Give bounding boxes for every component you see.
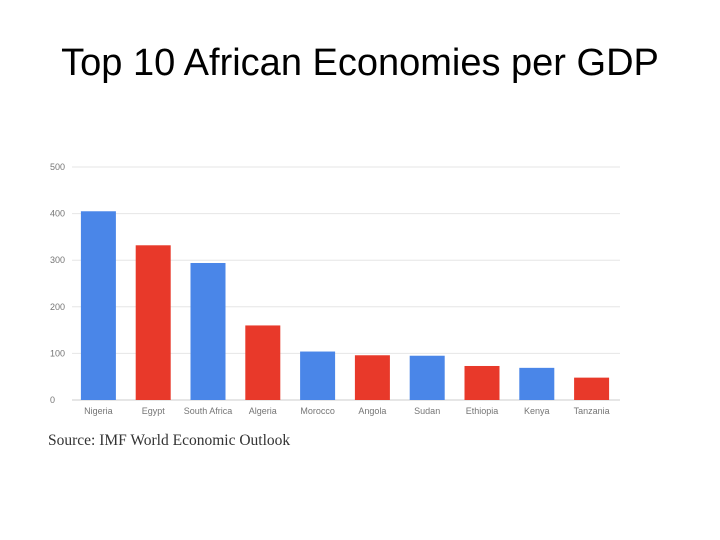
x-tick-label: Tanzania — [574, 406, 610, 416]
x-axis-ticks: Nigeria Egypt South Africa Algeria Morocco An… — [84, 406, 609, 416]
slide-title: Top 10 African Economies per GDP — [61, 42, 659, 84]
x-tick-label: Morocco — [300, 406, 335, 416]
y-tick-label: 300 — [50, 255, 65, 265]
bar-ethiopia — [464, 365, 500, 400]
bar-morocco — [300, 351, 336, 400]
x-tick-label: South Africa — [184, 406, 233, 416]
x-tick-label: Nigeria — [84, 406, 113, 416]
x-tick-label: Kenya — [524, 406, 550, 416]
x-tick-label: Sudan — [414, 406, 440, 416]
bars — [80, 211, 610, 400]
x-tick-label: Algeria — [249, 406, 277, 416]
bar-south-africa — [190, 262, 226, 400]
x-tick-label: Angola — [358, 406, 386, 416]
x-tick-label: Ethiopia — [466, 406, 499, 416]
bar-egypt — [135, 245, 171, 400]
y-tick-label: 400 — [50, 209, 65, 219]
bar-sudan — [409, 355, 445, 400]
y-tick-label: 200 — [50, 302, 65, 312]
y-axis-ticks: 0 100 200 300 400 500 — [50, 162, 65, 405]
bar-kenya — [519, 367, 555, 400]
y-tick-label: 500 — [50, 162, 65, 172]
y-tick-label: 0 — [50, 395, 55, 405]
bar-angola — [354, 355, 390, 400]
y-tick-label: 100 — [50, 348, 65, 358]
source-note: Source: IMF World Economic Outlook — [48, 432, 291, 449]
x-tick-label: Egypt — [142, 406, 166, 416]
bar-nigeria — [80, 211, 116, 400]
bar-tanzania — [574, 377, 610, 400]
bar-algeria — [245, 325, 281, 400]
